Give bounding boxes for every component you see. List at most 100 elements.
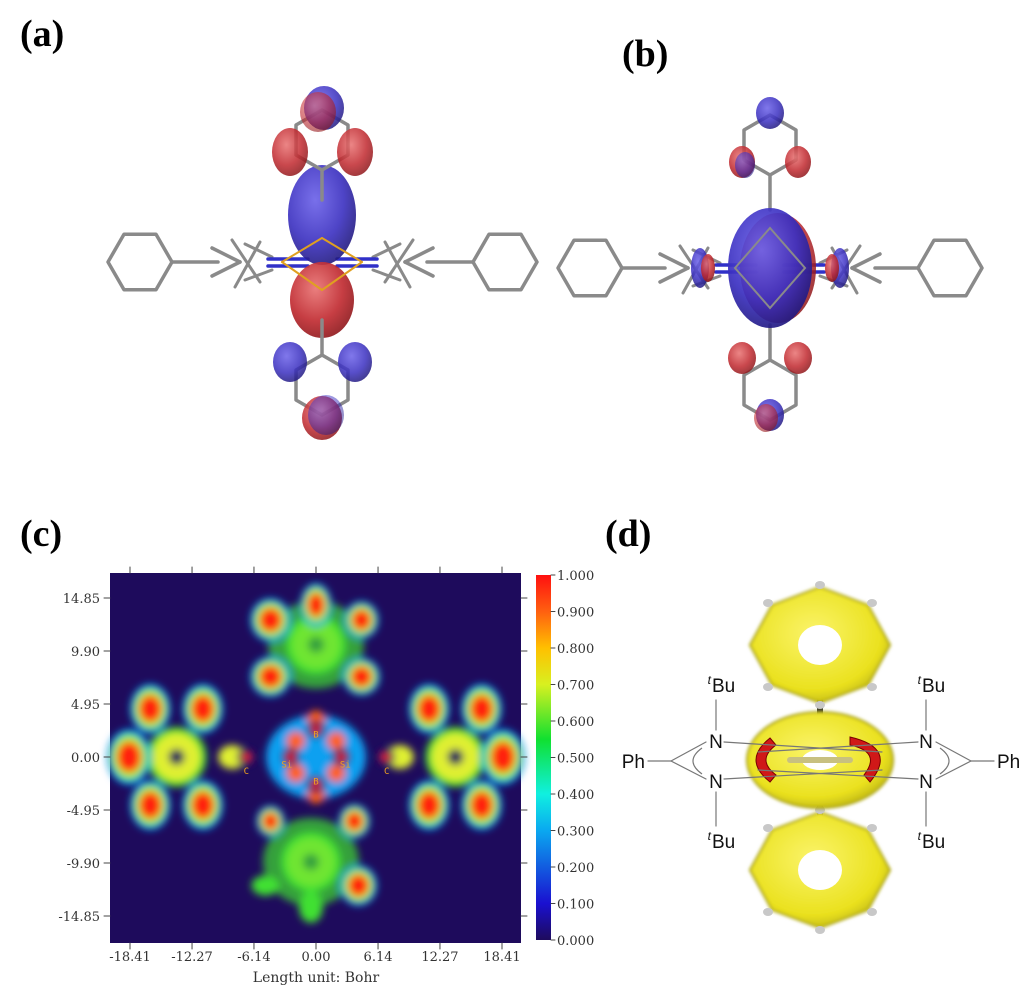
colorbar-tick-label: 0.800 — [557, 642, 594, 657]
bond — [321, 261, 363, 291]
bond — [321, 237, 363, 263]
elf-basin — [352, 609, 371, 631]
bond — [757, 741, 919, 753]
bond — [243, 242, 274, 259]
elf-basin — [139, 695, 162, 723]
y-tick-label: -4.95 — [67, 804, 100, 819]
x-tick-label: 12.27 — [421, 950, 458, 965]
atom-core — [337, 753, 346, 761]
positive-lobe — [290, 262, 354, 338]
tbu-prefix: t — [918, 829, 922, 843]
elf-basin — [298, 890, 323, 923]
x-tick-label: 18.41 — [483, 950, 520, 965]
x-tick-label: -18.41 — [109, 950, 151, 965]
negative-lobe — [756, 97, 784, 129]
hydrogen-atom — [867, 908, 877, 916]
elf-basin — [327, 731, 346, 750]
elf-basin — [351, 666, 372, 687]
bond — [850, 266, 882, 284]
x-axis-label: Length unit: Bohr — [253, 970, 380, 986]
bond — [935, 741, 972, 762]
elf-basin — [117, 741, 141, 773]
atom-label: B — [313, 730, 318, 740]
negative-lobe — [273, 342, 307, 382]
nitrogen-label: N — [709, 772, 723, 793]
atom-labels: B B Si Si C C — [244, 730, 390, 787]
elf-basin — [218, 745, 247, 769]
atom-core — [312, 725, 320, 734]
tert-butyl-label: Bu — [712, 676, 735, 697]
atom-label: B — [313, 778, 318, 788]
phenyl-label: Ph — [997, 752, 1020, 773]
y-tick-label: 4.95 — [71, 698, 100, 713]
elf-basin — [470, 791, 493, 819]
atom-label: Si — [340, 760, 351, 770]
elf-basin — [139, 791, 162, 819]
elf-density — [107, 583, 525, 923]
ring-center — [447, 749, 464, 765]
colorbar-tick-label: 0.000 — [557, 934, 594, 949]
colorbar-tick-label: 0.600 — [557, 715, 594, 730]
bond — [670, 760, 707, 780]
hydrogen-atom — [763, 599, 773, 607]
colorbar-tick-label: 0.500 — [557, 752, 594, 767]
positive-lobe — [785, 146, 811, 178]
bond — [670, 741, 707, 762]
ring-hole — [798, 625, 842, 665]
hydrogen-atom — [763, 824, 773, 832]
y-tick-label: -14.85 — [58, 910, 100, 925]
elf-basin — [491, 741, 515, 773]
bond — [210, 260, 242, 278]
y-tick-label: 14.85 — [63, 592, 100, 607]
bond — [371, 242, 402, 259]
bond — [403, 260, 435, 278]
elf-basin — [191, 791, 214, 819]
bond — [403, 246, 435, 264]
positive-lobe — [337, 128, 373, 176]
elf-basin — [470, 695, 493, 723]
elf-basin — [327, 764, 346, 783]
negative-lobe — [288, 165, 356, 265]
tert-butyl-label: Bu — [712, 832, 735, 853]
atom-core — [312, 780, 320, 789]
hydrogen-atom — [867, 824, 877, 832]
nitrogen-label: N — [919, 772, 933, 793]
bond — [281, 261, 323, 291]
atom-label: C — [384, 767, 389, 777]
x-tick-label: 6.14 — [364, 950, 393, 965]
bond — [210, 246, 242, 264]
bond — [850, 252, 882, 270]
phenyl-label: Ph — [622, 752, 645, 773]
colorbar — [536, 575, 551, 940]
panel-label-d: (d) — [605, 513, 652, 555]
positive-lobe — [825, 254, 839, 282]
hydrogen-atom — [763, 683, 773, 691]
bond — [658, 266, 690, 284]
ring-center — [168, 749, 185, 765]
colorbar-tick-label: 0.700 — [557, 679, 594, 694]
elf-basin — [251, 875, 280, 896]
positive-lobe — [728, 342, 756, 374]
atom-core — [286, 753, 295, 761]
y-tick-label: 9.90 — [71, 645, 100, 660]
negative-lobe — [735, 152, 755, 178]
elf-basin — [418, 791, 441, 819]
panel-label-b: (b) — [622, 33, 669, 75]
elf-basin — [262, 812, 279, 830]
hydrogen-atom — [815, 581, 825, 589]
bond — [243, 268, 274, 282]
negative-lobe — [308, 395, 344, 435]
elf-basin — [259, 665, 282, 688]
delocalization-arc — [939, 747, 950, 775]
elf-basin — [345, 811, 363, 831]
colorbar-tick-label: 1.000 — [557, 569, 594, 584]
bond — [757, 769, 919, 780]
panel-c-elf-map: B B Si Si C C -18.41 -12.27 -6.14 0.00 6.14 12.27 1… — [58, 566, 594, 986]
colorbar-ticks: 1.000 0.900 0.800 0.700 0.600 0.500 0.400 0.300… — [550, 569, 594, 949]
hydrogen-atom — [763, 908, 773, 916]
tert-butyl-label: Bu — [922, 676, 945, 697]
elf-basin — [385, 745, 414, 769]
colorbar-tick-label: 0.900 — [557, 606, 594, 621]
panel-label-c: (c) — [20, 513, 63, 555]
